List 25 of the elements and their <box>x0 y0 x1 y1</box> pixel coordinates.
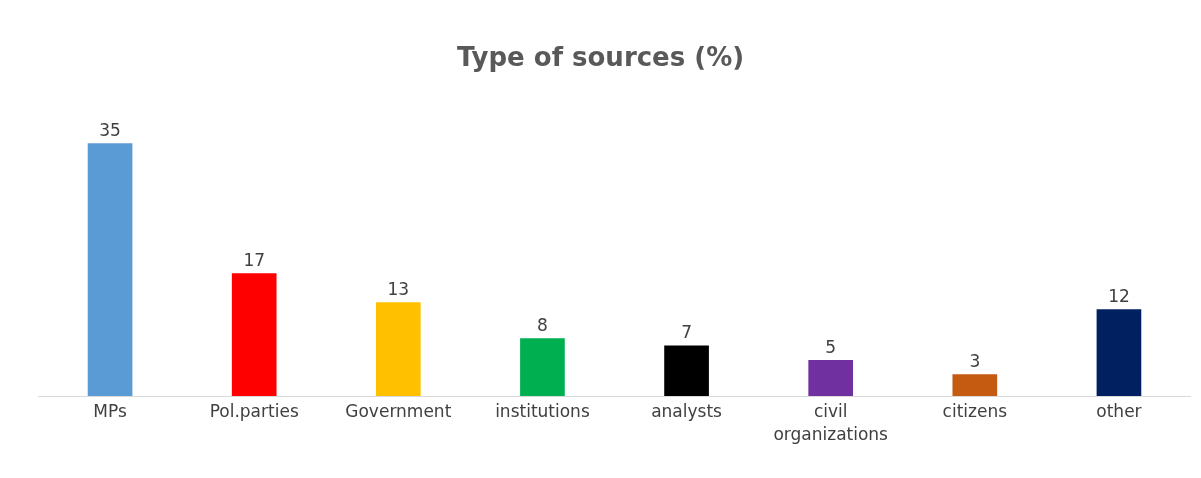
data-label: 35 <box>99 120 121 141</box>
x-tick-label: citizens <box>942 401 1008 422</box>
x-tick-label: MPs <box>93 401 127 422</box>
x-tick-label: analysts <box>651 401 723 422</box>
x-tick-label: civil organizations <box>773 401 889 444</box>
data-label: 17 <box>243 250 266 271</box>
x-tick-label: other <box>1096 401 1142 422</box>
x-tick-label: institutions <box>495 401 590 422</box>
data-label: 3 <box>969 351 981 372</box>
x-tick-label: Pol.parties <box>209 401 299 422</box>
data-label: 7 <box>681 322 692 343</box>
bar <box>1096 309 1142 396</box>
chart-title: Type of sources (%) <box>456 42 745 73</box>
bar <box>808 359 854 396</box>
data-label: 8 <box>537 315 548 336</box>
bar <box>375 302 421 396</box>
bar <box>87 143 133 396</box>
bar <box>952 374 998 396</box>
bar <box>231 273 277 396</box>
data-label: 12 <box>1108 286 1130 307</box>
data-label: 13 <box>387 279 410 300</box>
bar <box>664 345 709 396</box>
x-tick-label: Government <box>345 401 452 422</box>
data-label: 5 <box>825 336 837 357</box>
bar <box>520 338 565 396</box>
